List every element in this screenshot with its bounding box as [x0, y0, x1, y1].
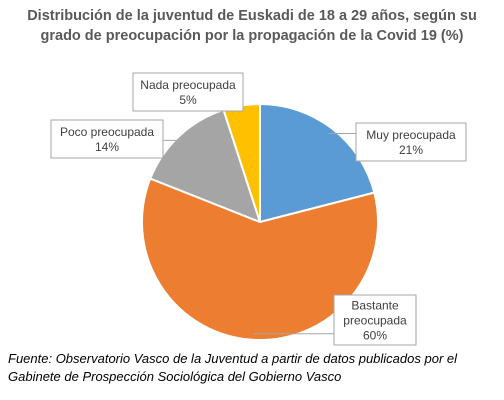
- pie-slice-2: [141, 177, 379, 341]
- data-label-value-3: 14%: [95, 140, 119, 154]
- data-label-box-3: [50, 119, 164, 159]
- data-label-box-1: [355, 122, 467, 162]
- chart-title-line-1: Distribución de la juventud de Euskadi d…: [27, 8, 477, 24]
- leader-lines: [163, 111, 356, 335]
- data-label-value-2: 60%: [363, 329, 387, 343]
- data-label-text-2-1: Bastante: [351, 299, 399, 313]
- data-label-box-2: [333, 294, 417, 346]
- data-label-text-1-1: Muy preocupada: [366, 128, 456, 142]
- source-line-1: Fuente: Observatorio Vasco de la Juventu…: [8, 351, 458, 366]
- data-label-value-1: 21%: [399, 143, 423, 157]
- source-line-2: Gabinete de Prospección Sociológica del …: [8, 369, 342, 384]
- data-label-value-4: 5%: [179, 93, 197, 107]
- source-note: Fuente: Observatorio Vasco de la Juventu…: [8, 350, 504, 386]
- data-label-text-4-1: Nada preocupada: [140, 78, 236, 92]
- data-label-text-3-1: Poco preocupada: [60, 125, 154, 139]
- chart-title: Distribución de la juventud de Euskadi d…: [0, 6, 504, 46]
- data-label-text-2-2: preocupada: [343, 314, 407, 328]
- data-label-box-4: [132, 72, 244, 112]
- chart-title-line-2: grado de preocupación por la propagación…: [40, 28, 464, 44]
- pie-slice-1: [259, 103, 376, 223]
